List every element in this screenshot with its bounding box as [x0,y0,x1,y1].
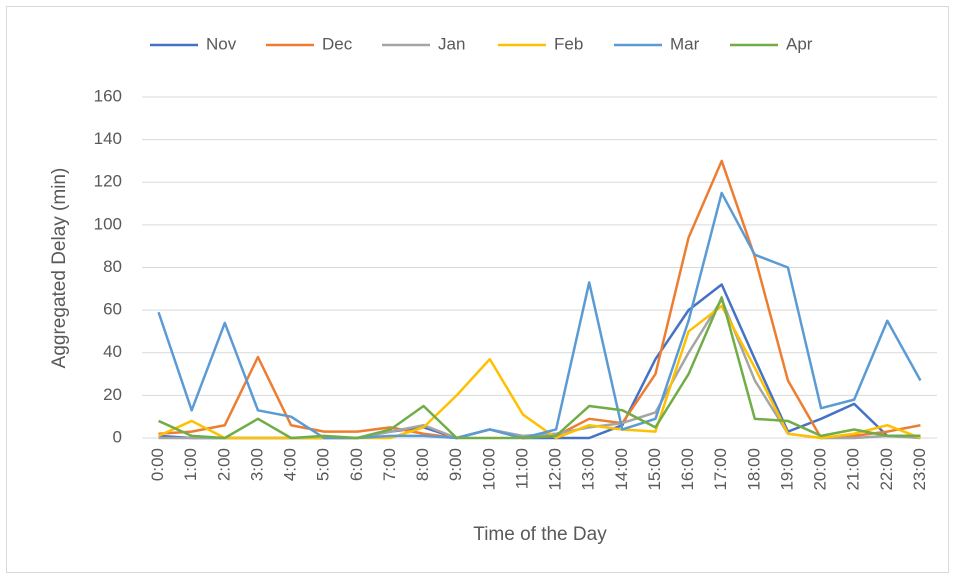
y-tick-label: 140 [94,129,122,148]
x-tick-label: 21:00 [844,448,863,491]
x-tick-label: 13:00 [579,448,598,491]
x-axis-title: Time of the Day [473,524,607,545]
series-line [158,296,921,440]
legend-label: Apr [786,34,813,53]
y-tick-label: 100 [94,214,122,233]
chart-frame [6,6,949,573]
x-tick-label: 4:00 [281,448,300,481]
x-tick-label: 2:00 [214,448,233,481]
x-tick-label: 3:00 [247,448,266,481]
y-tick-label: 20 [103,385,122,404]
x-tick-label: 14:00 [612,448,631,491]
legend-label: Jan [438,34,465,53]
x-tick-label: 22:00 [877,448,896,491]
y-tick-label: 80 [103,257,122,276]
legend-label: Mar [670,34,700,53]
x-tick-label: 1:00 [181,448,200,481]
x-tick-label: 10:00 [479,448,498,491]
x-tick-label: 23:00 [910,448,929,491]
series-line [157,191,922,440]
legend-label: Feb [554,34,583,53]
x-tick-label: 6:00 [347,448,366,481]
x-tick-label: 5:00 [314,448,333,481]
x-tick-label: 16:00 [678,448,697,491]
y-axis-title: Aggregated Delay (min) [49,168,70,369]
x-tick-label: 11:00 [512,448,531,489]
x-tick-label: 9:00 [446,448,465,481]
legend-label: Dec [322,34,353,53]
x-tick-label: 0:00 [148,448,167,481]
x-tick-label: 12:00 [546,448,565,491]
y-tick-label: 60 [103,300,122,319]
y-tick-label: 40 [103,342,122,361]
y-tick-label: 160 [94,86,122,105]
y-tick-label: 0 [113,427,122,446]
x-tick-label: 17:00 [711,448,730,491]
legend-label: Nov [206,34,237,53]
x-tick-label: 8:00 [413,448,432,481]
x-tick-label: 7:00 [380,448,399,481]
x-tick-label: 20:00 [811,448,830,491]
y-tick-label: 120 [94,172,122,191]
x-tick-label: 15:00 [645,448,664,491]
x-tick-label: 18:00 [744,448,763,491]
series-line [158,304,921,440]
x-tick-label: 19:00 [777,448,796,491]
